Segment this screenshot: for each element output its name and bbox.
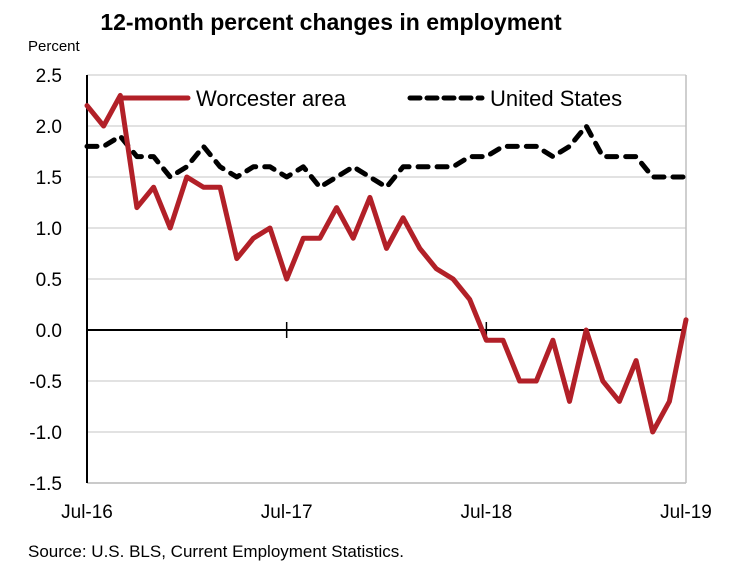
y-tick-labels: 2.5 2.0 1.5 1.0 0.5 0.0 -0.5 -1.0 -1.5 [29, 66, 62, 495]
x-tick-label: Jul-18 [460, 502, 512, 523]
x-tick-label: Jul-19 [660, 502, 712, 523]
y-tick-label: 1.0 [36, 219, 62, 240]
y-axis-label: Percent [28, 38, 81, 55]
chart-title: 12-month percent changes in employment [100, 9, 562, 35]
legend-worcester-label: Worcester area [196, 86, 347, 111]
gridlines [87, 74, 687, 484]
series-line-worcester [84, 92, 689, 435]
legend-us-label: United States [490, 86, 622, 111]
legend: Worcester area United States [119, 86, 622, 111]
y-tick-label: -1.5 [29, 474, 62, 495]
y-tick-label: 1.5 [36, 168, 62, 189]
series-lines [84, 92, 689, 435]
y-tick-label: -1.0 [29, 423, 62, 444]
y-tick-label: 2.0 [36, 117, 62, 138]
x-tick-label: Jul-16 [61, 502, 113, 523]
y-tick-label: 0.0 [36, 321, 62, 342]
source-note: Source: U.S. BLS, Current Employment Sta… [28, 542, 404, 561]
x-tick-labels: Jul-16 Jul-17 Jul-18 Jul-19 [61, 502, 712, 523]
y-tick-label: 2.5 [36, 66, 62, 87]
y-tick-label: -0.5 [29, 372, 62, 393]
x-tick-label: Jul-17 [261, 502, 313, 523]
series-line-united-states [84, 123, 689, 190]
y-tick-label: 0.5 [36, 270, 62, 291]
